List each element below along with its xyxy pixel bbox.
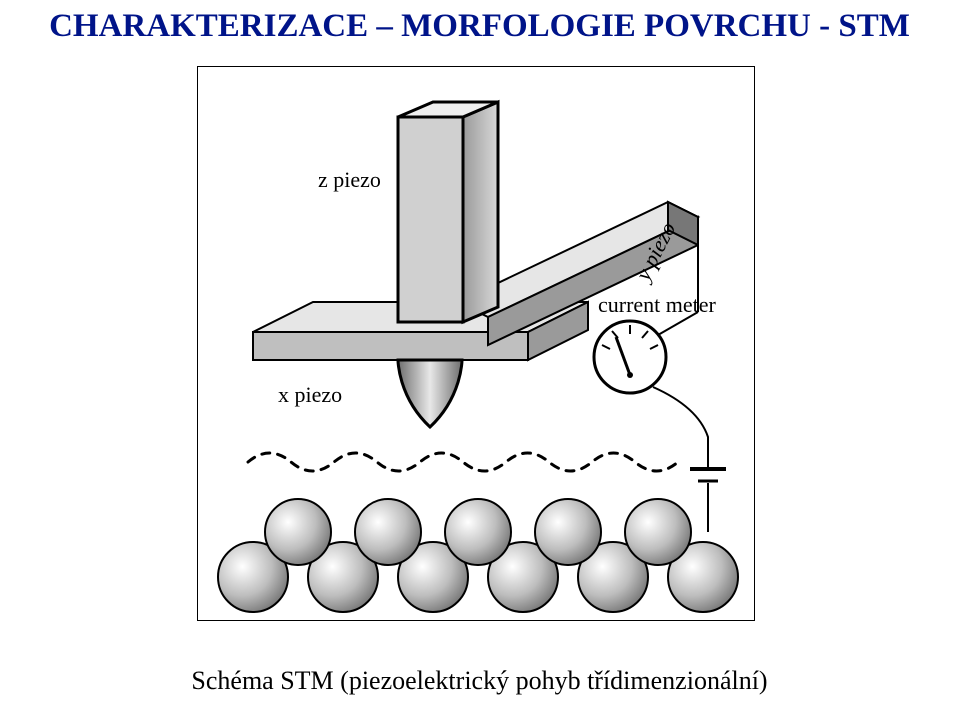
stm-diagram: z piezo x piezo y piezo current meter [198,67,754,620]
atom [445,499,511,565]
label-x-piezo: x piezo [278,382,342,407]
wire-meter-to-battery [653,387,708,467]
atom [265,499,331,565]
tip-trajectory-wave [248,453,678,471]
page-title: CHARAKTERIZACE – MORFOLOGIE POVRCHU - ST… [0,8,959,45]
current-meter [594,312,698,393]
atom [355,499,421,565]
atom [535,499,601,565]
z-piezo-block [398,102,498,322]
page: CHARAKTERIZACE – MORFOLOGIE POVRCHU - ST… [0,0,959,704]
probe-tip [398,360,462,427]
battery-symbol [690,469,726,481]
figure-caption: Schéma STM (piezoelektrický pohyb třídim… [0,666,959,696]
figure-frame: z piezo x piezo y piezo current meter [197,66,755,621]
atom [625,499,691,565]
label-z-piezo: z piezo [318,167,381,192]
surface-atoms [218,499,738,612]
label-current-meter: current meter [598,292,717,317]
